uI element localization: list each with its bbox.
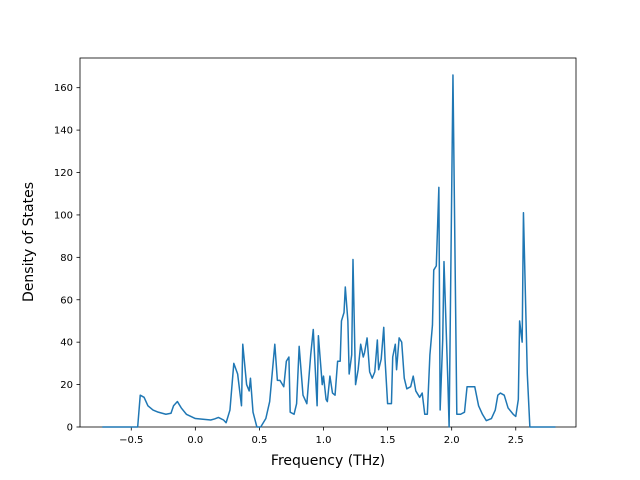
y-tick-label: 80 — [60, 253, 73, 264]
x-tick-label: 2.5 — [508, 435, 524, 446]
x-tick-label: −0.5 — [119, 435, 143, 446]
plot-area — [79, 57, 577, 428]
x-tick-label: 1.0 — [316, 435, 332, 446]
x-tick-label: 1.5 — [380, 435, 396, 446]
y-axis-label: Density of States — [21, 182, 37, 302]
data-line — [102, 74, 556, 428]
y-tick-label: 0 — [67, 423, 73, 434]
y-tick-label: 100 — [54, 210, 73, 221]
x-tick-label: 0.5 — [251, 435, 267, 446]
y-tick-label: 140 — [54, 126, 73, 137]
y-tick-label: 120 — [54, 168, 73, 179]
x-tick-label: 2.0 — [444, 435, 460, 446]
y-tick-label: 20 — [60, 380, 73, 391]
x-tick-label: 0.0 — [187, 435, 203, 446]
y-tick-label: 60 — [60, 295, 73, 306]
y-tick-label: 160 — [54, 83, 73, 94]
x-axis-label: Frequency (THz) — [271, 453, 385, 469]
y-tick-label: 40 — [60, 338, 73, 349]
